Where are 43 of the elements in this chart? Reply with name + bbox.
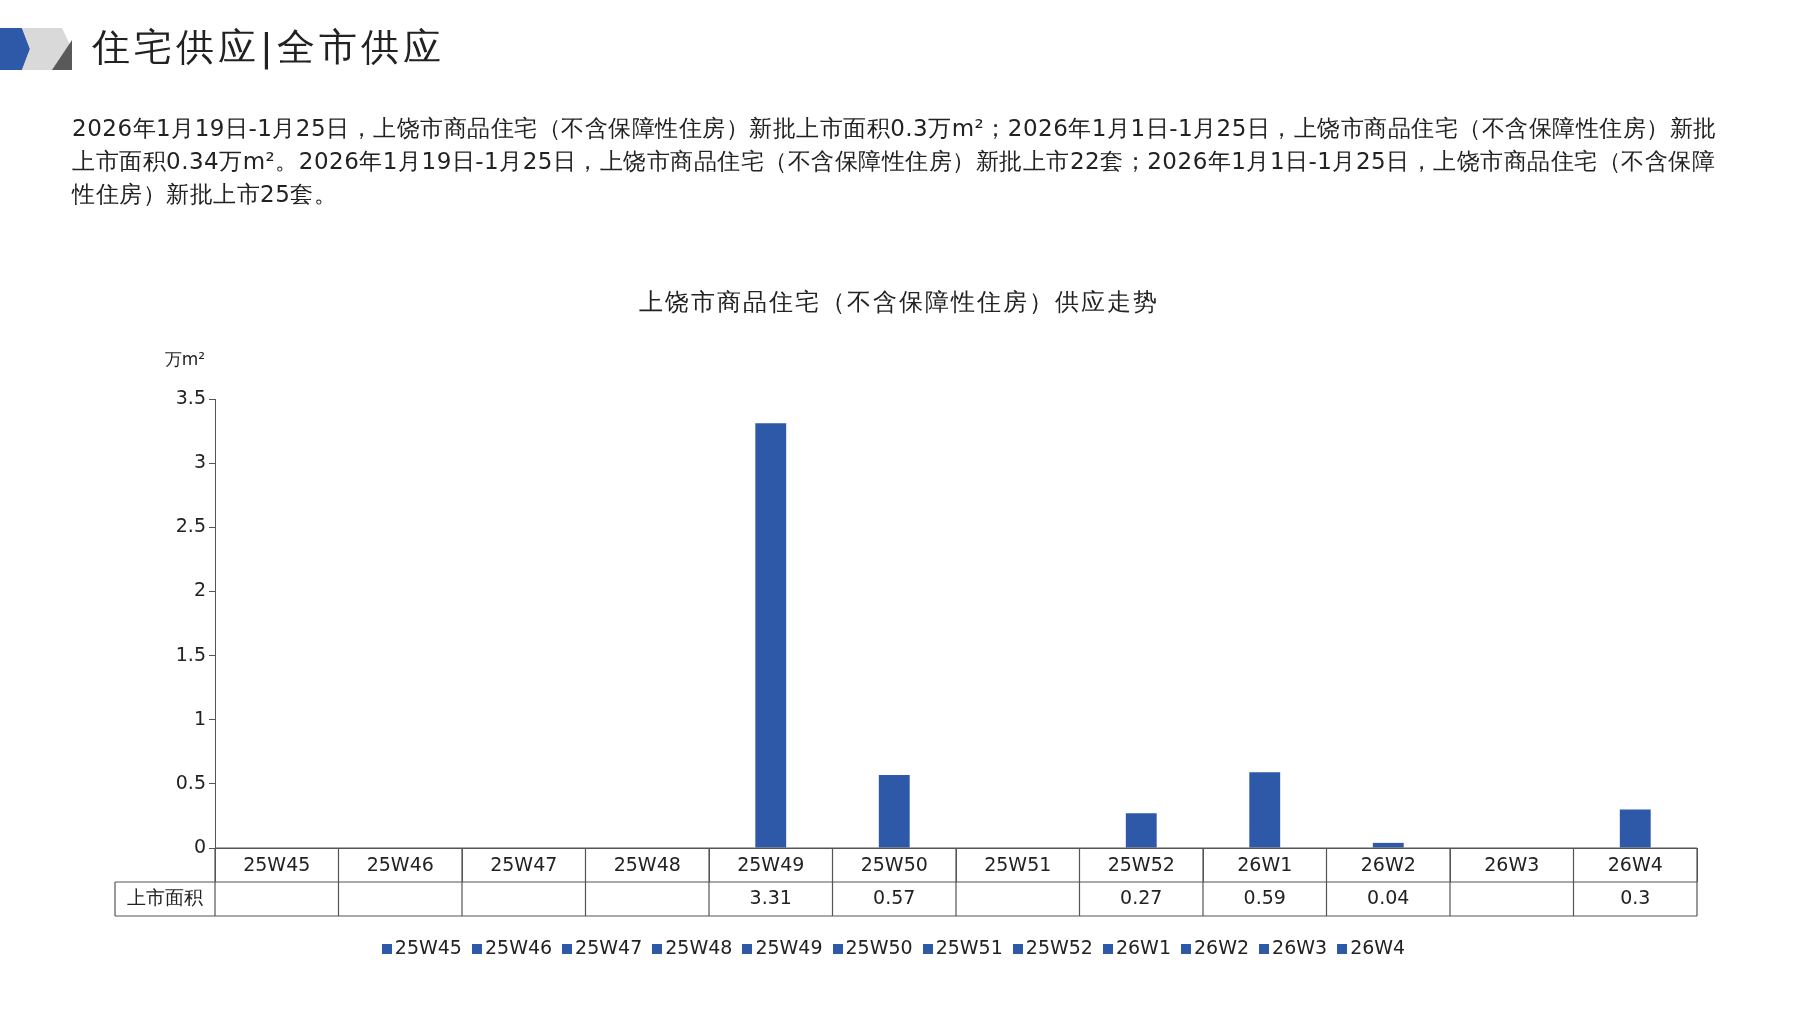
x-tick-label: 25W46 (366, 853, 434, 876)
category-label: 25W45 (394, 936, 462, 958)
x-tick-label: 25W48 (613, 853, 681, 876)
data-label: 3.31 (749, 885, 792, 908)
y-tick-label: 2 (193, 578, 206, 601)
x-tick-label: 26W2 (1360, 853, 1416, 876)
y-tick-label: 1.5 (175, 642, 206, 665)
x-tick-label: 25W52 (1107, 853, 1175, 876)
y-tick-label: 1 (193, 706, 206, 729)
x-tick-label: 25W51 (984, 853, 1052, 876)
chart-title: 上饶市商品住宅（不含保障性住房）供应走势 (637, 287, 1160, 318)
category-label: 25W52 (1025, 936, 1093, 958)
x-tick-label: 26W1 (1237, 853, 1293, 876)
x-tick-label: 25W45 (243, 853, 311, 876)
category-label: 25W50 (845, 936, 913, 958)
data-label: 0.59 (1243, 885, 1286, 908)
y-tick-label: 3 (193, 450, 206, 473)
x-tick-label: 26W3 (1484, 853, 1540, 876)
x-tick-label: 26W4 (1607, 853, 1663, 876)
y-axis-title: 万m² (164, 348, 206, 369)
data-label: 0.3 (1620, 885, 1651, 908)
category-label: 25W48 (665, 936, 733, 958)
category-label: 26W3 (1272, 936, 1328, 958)
x-tick-label: 25W49 (737, 853, 805, 876)
category-label: 25W47 (575, 936, 643, 958)
x-tick-label: 25W47 (490, 853, 558, 876)
y-tick-label: 0 (193, 834, 206, 857)
category-label: 26W2 (1194, 936, 1250, 958)
data-label: 0.04 (1367, 885, 1410, 908)
chart-subtitle: 2026年1月19日-1月25日，上饶市商品住宅（不含保障性住房）新批上市面积0.3万m²；2026年1月1日-1月25日，上饶市商品住宅（不含保障性住房）新批上市面积0.34万m²。2026年1月19日-1月25日，上饶市商品住宅（不含保障性住房）新批上市22套；2026年1月1日-1月25日，上饶市商品住宅（不含保障性住房）新批上市25套。 (72, 114, 1718, 209)
category-label: 26W4 (1350, 936, 1406, 958)
data-label: 0.27 (1120, 885, 1163, 908)
text: 住宅供应|全市供应 (92, 24, 445, 72)
text: 上市面积 (127, 885, 203, 908)
category-label: 26W1 (1115, 936, 1171, 958)
y-tick-label: 2.5 (175, 514, 206, 537)
x-tick-label: 25W50 (860, 853, 928, 876)
category-label: 25W46 (484, 936, 553, 958)
category-label: 25W51 (935, 936, 1003, 958)
y-tick-label: 0.5 (175, 770, 206, 793)
data-label: 0.57 (873, 885, 916, 908)
y-tick-label: 3.5 (175, 385, 206, 408)
category-label: 25W49 (755, 936, 823, 958)
